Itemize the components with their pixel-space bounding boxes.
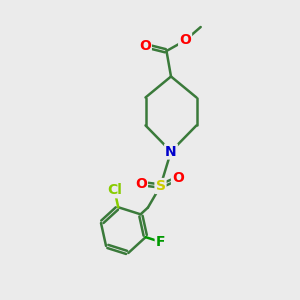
Text: O: O xyxy=(135,177,147,190)
Text: Cl: Cl xyxy=(107,183,122,197)
Text: F: F xyxy=(156,235,165,249)
Text: N: N xyxy=(165,145,177,158)
Text: O: O xyxy=(139,39,151,52)
Text: O: O xyxy=(172,172,184,185)
Text: S: S xyxy=(155,179,166,193)
Text: O: O xyxy=(179,34,191,47)
